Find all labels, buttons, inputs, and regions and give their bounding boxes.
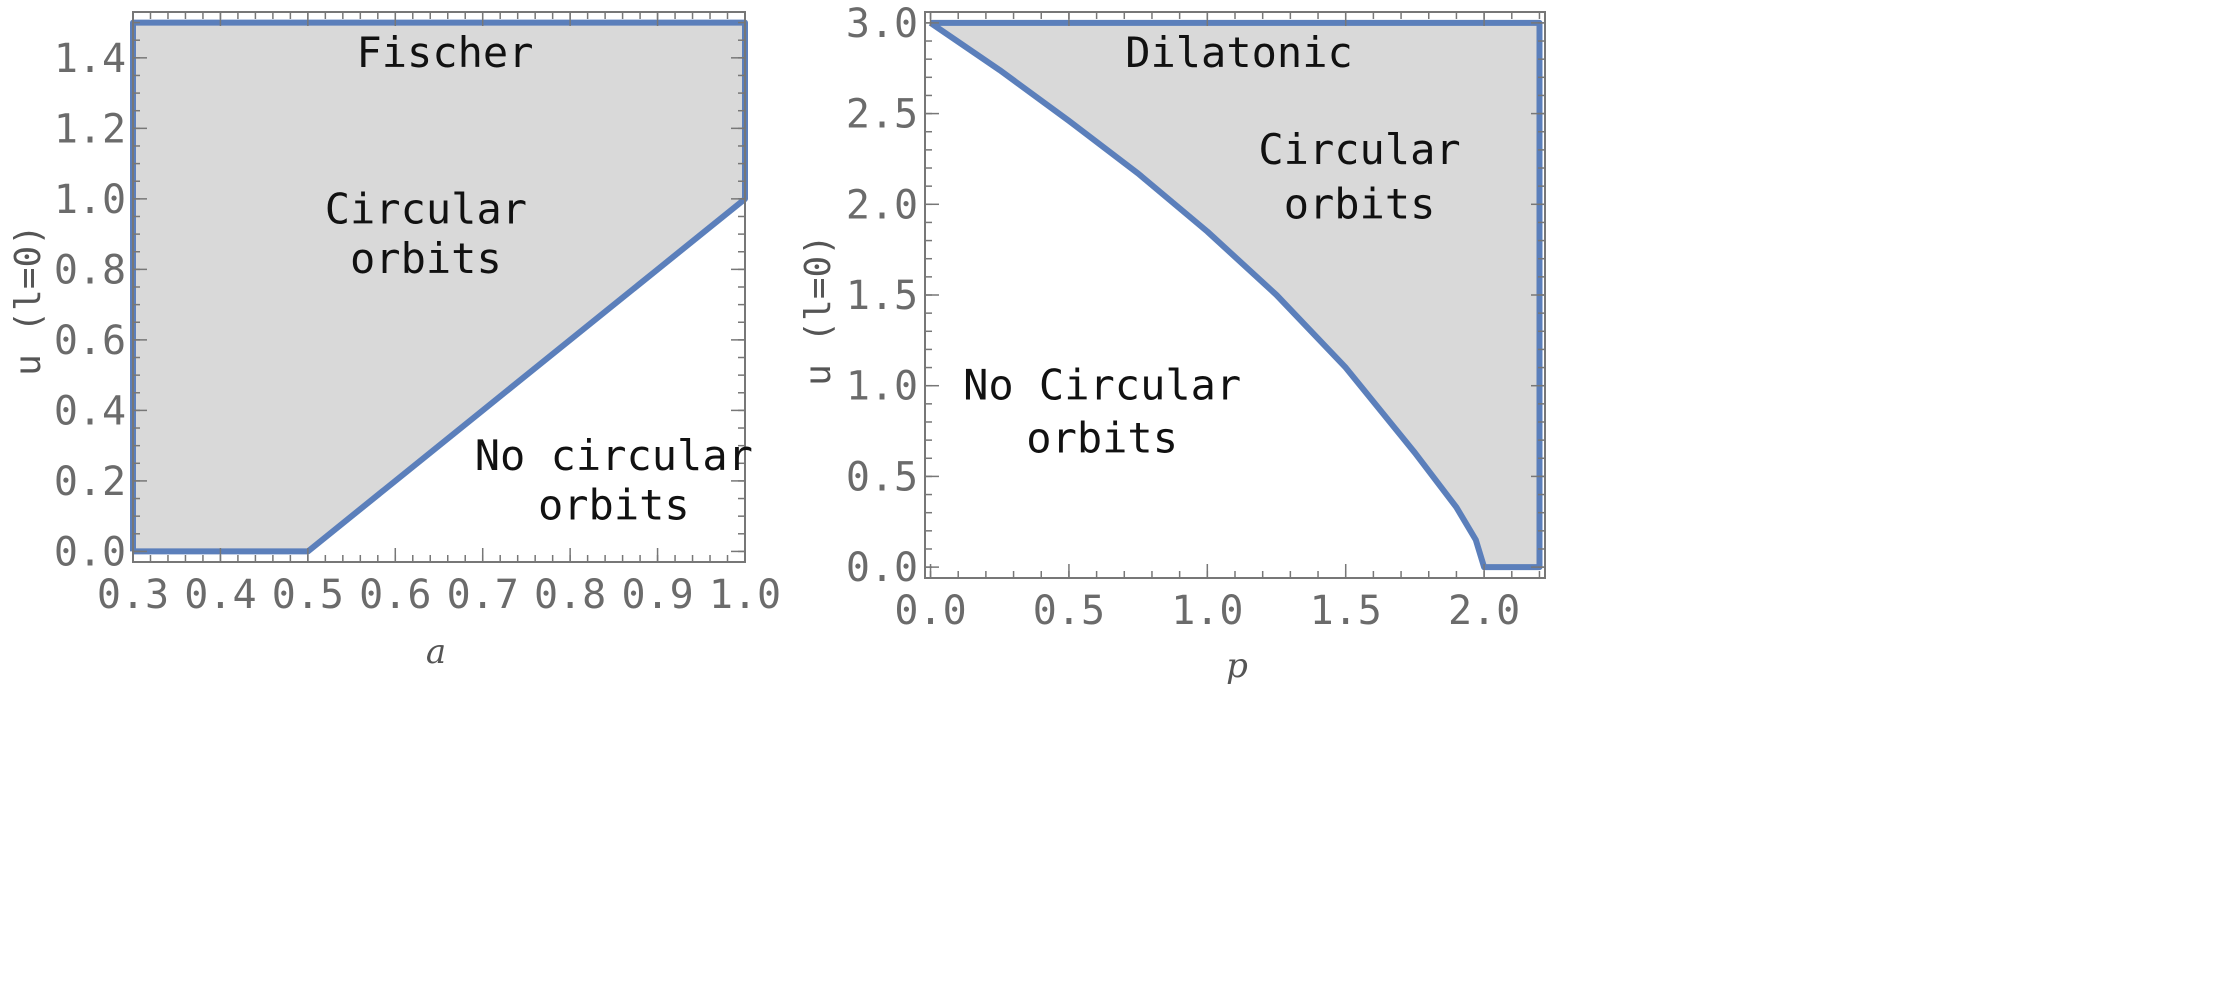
fischer-region-annotation: Circular <box>325 184 527 233</box>
dilatonic-y-tick-label: 1.5 <box>846 273 918 319</box>
fischer-circular-orbits-region <box>133 22 745 552</box>
dilatonic-x-tick-label: 1.5 <box>1310 588 1382 634</box>
fischer-y-tick-label: 0.0 <box>54 529 126 575</box>
fischer-x-tick-labels: 0.3 0.4 0.5 0.6 0.7 0.8 0.9 1.0 <box>97 572 781 618</box>
dilatonic-title: Dilatonic <box>1125 28 1353 77</box>
dilatonic-y-tick-label: 1.0 <box>846 364 918 410</box>
dilatonic-ticks <box>925 12 1545 578</box>
dilatonic-circular-orbits-region <box>930 22 1540 568</box>
fischer-panel: 0.3 0.4 0.5 0.6 0.7 0.8 0.9 1.0 0.0 0.2 0.4 0.6 0.8… <box>8 11 781 672</box>
fischer-y-tick-label: 1.2 <box>54 106 126 152</box>
dilatonic-y-axis-label: u (l=0) <box>798 234 839 386</box>
fischer-region-annotation: orbits <box>538 481 690 530</box>
dilatonic-x-tick-labels: 0.0 0.5 1.0 1.5 2.0 <box>894 588 1520 634</box>
fischer-x-tick-label: 1.0 <box>709 572 781 618</box>
fischer-title: Fischer <box>356 28 533 77</box>
dilatonic-x-tick-label: 1.0 <box>1171 588 1243 634</box>
fischer-x-tick-label: 0.6 <box>359 572 431 618</box>
fischer-x-tick-label: 0.5 <box>272 572 344 618</box>
fischer-y-tick-label: 1.4 <box>54 36 126 82</box>
fischer-y-tick-label: 0.4 <box>54 388 126 434</box>
dilatonic-panel: 0.0 0.5 1.0 1.5 2.0 0.00.51.01.52.02.53.0 p … <box>798 1 1546 686</box>
dilatonic-x-tick-label: 0.5 <box>1033 588 1105 634</box>
dilatonic-x-tick-label: 2.0 <box>1448 588 1520 634</box>
dilatonic-x-axis-label: p <box>1226 646 1248 686</box>
dilatonic-region-annotation: orbits <box>1284 179 1436 228</box>
fischer-x-tick-label: 0.8 <box>534 572 606 618</box>
fischer-x-tick-label: 0.9 <box>621 572 693 618</box>
fischer-x-tick-label: 0.3 <box>97 572 169 618</box>
fischer-y-axis-label: u (l=0) <box>8 224 49 376</box>
dilatonic-x-tick-label: 0.0 <box>894 588 966 634</box>
dilatonic-region-annotation: No Circular <box>963 361 1241 410</box>
dilatonic-boundary-curve <box>928 19 1543 571</box>
fischer-x-axis-label: a <box>426 632 446 672</box>
fischer-y-tick-label: 0.6 <box>54 318 126 364</box>
fischer-x-tick-label: 0.7 <box>447 572 519 618</box>
dilatonic-region-annotation: orbits <box>1026 413 1178 462</box>
fischer-y-tick-label: 0.8 <box>54 247 126 293</box>
fischer-y-tick-label: 0.2 <box>54 459 126 505</box>
dilatonic-y-tick-label: 2.5 <box>846 92 918 138</box>
fischer-y-tick-label: 1.0 <box>54 177 126 223</box>
dilatonic-y-tick-label: 0.0 <box>846 545 918 591</box>
fischer-region-annotation: No circular <box>475 431 753 480</box>
fischer-y-tick-labels: 0.0 0.2 0.4 0.6 0.8 1.0 1.2 1.4 <box>54 36 126 576</box>
dilatonic-y-tick-label: 3.0 <box>846 1 918 47</box>
dilatonic-y-tick-label: 2.0 <box>846 182 918 228</box>
dilatonic-y-tick-label: 0.5 <box>846 454 918 500</box>
dilatonic-y-tick-labels: 0.0 0.5 1.0 1.5 2.0 2.5 3.0 <box>846 1 918 591</box>
dilatonic-region-annotation: Circular <box>1258 125 1460 174</box>
fischer-x-tick-label: 0.4 <box>184 572 256 618</box>
fischer-boundary-curve <box>130 19 748 555</box>
fischer-ticks <box>132 12 746 562</box>
fischer-region-annotation: orbits <box>350 234 502 283</box>
